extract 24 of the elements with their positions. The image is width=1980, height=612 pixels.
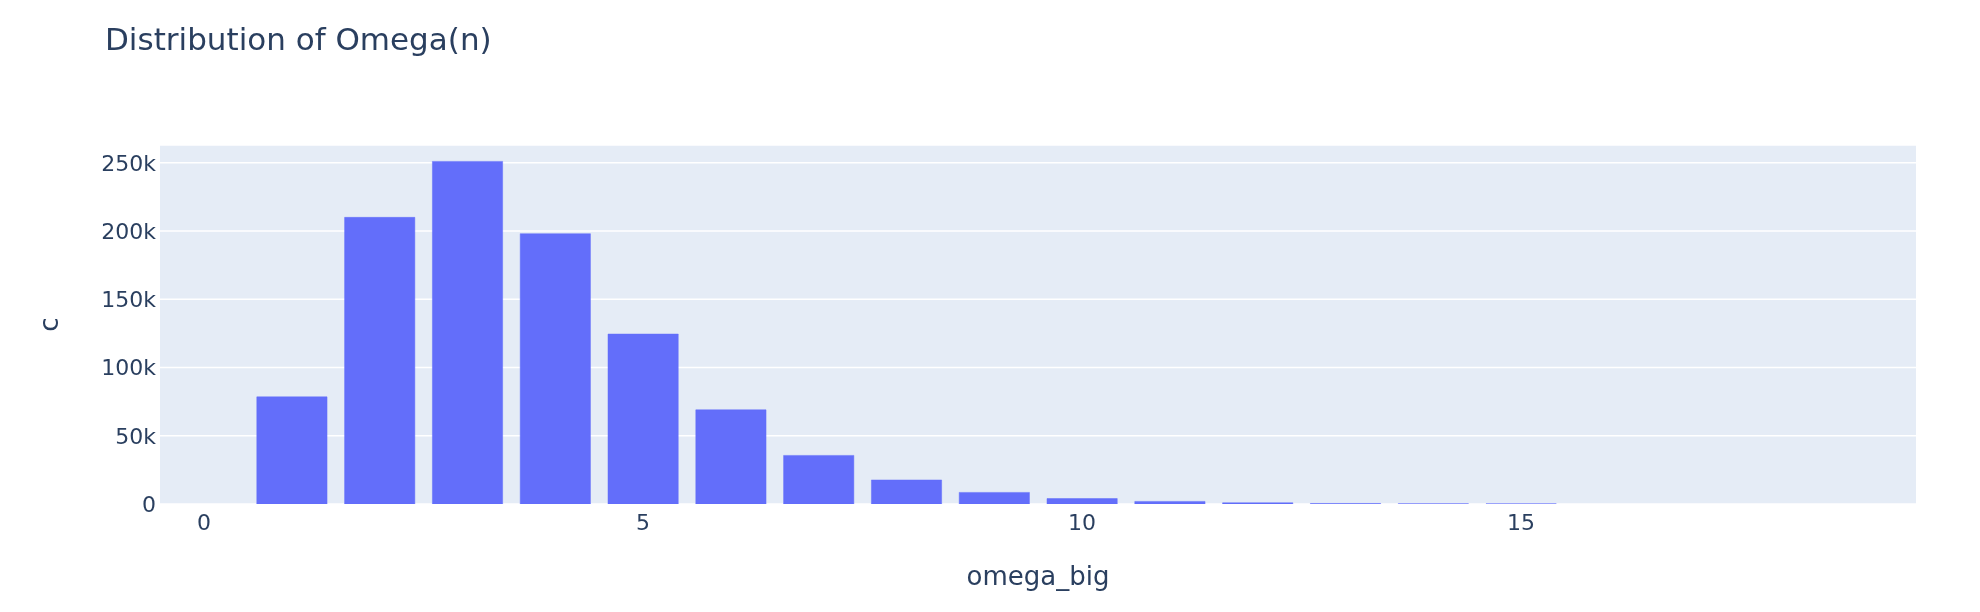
bar [1134, 501, 1206, 504]
bar [256, 396, 328, 504]
bar [695, 409, 767, 504]
x-axis-title: omega_big [966, 561, 1110, 591]
x-tick-label: 10 [1067, 509, 1096, 535]
y-tick-label: 50k [115, 423, 157, 449]
y-tick-label: 150k [101, 287, 157, 313]
x-tick-label: 5 [635, 509, 650, 535]
chart-title: Distribution of Omega(n) [105, 21, 492, 57]
y-tick-label: 250k [101, 150, 157, 176]
x-tick-label: 0 [196, 509, 211, 535]
bar [344, 217, 416, 504]
bar [519, 233, 591, 504]
bar [1046, 498, 1118, 504]
y-tick-label: 100k [101, 355, 157, 381]
bar [958, 492, 1030, 504]
y-tick-label: 0 [142, 491, 156, 517]
x-tick-label: 15 [1506, 509, 1535, 535]
bar [607, 333, 679, 504]
bar [871, 479, 942, 504]
bar [783, 455, 855, 504]
y-axis-title: c [34, 317, 64, 332]
bar [432, 161, 503, 504]
y-tick-label: 200k [101, 218, 157, 244]
